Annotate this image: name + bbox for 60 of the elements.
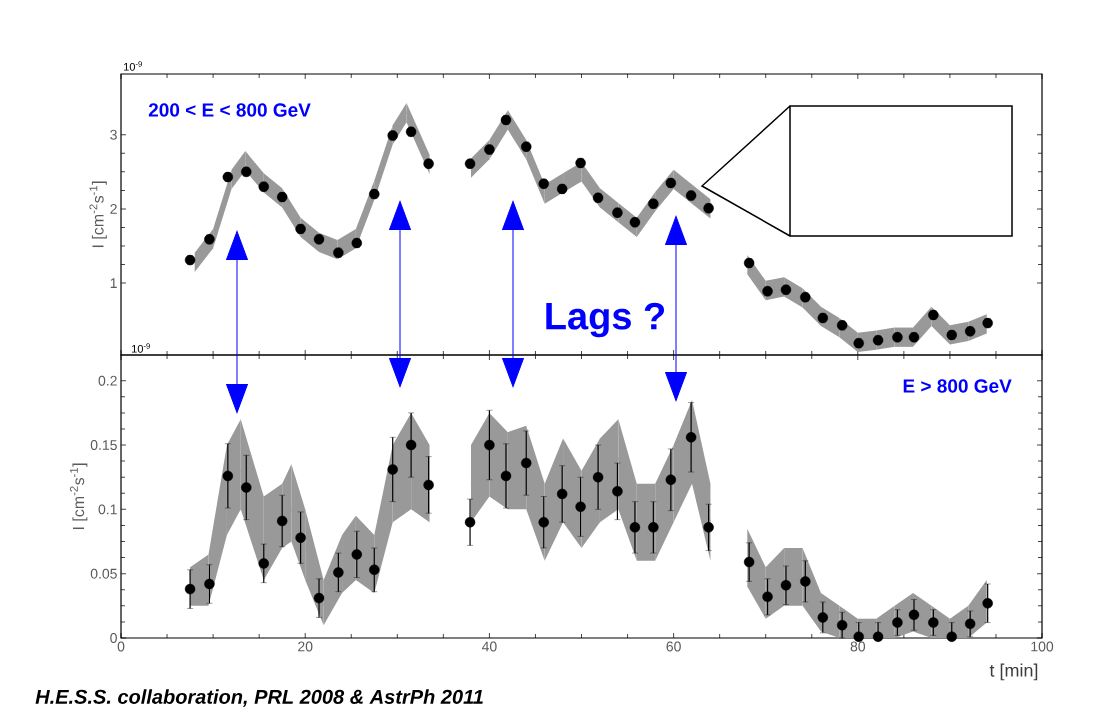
point [817,612,829,623]
point [743,556,755,568]
annotation: E > 800 GeV [903,379,1012,393]
point [612,486,623,497]
point [423,479,434,491]
x-tick-label: 100 [1031,641,1054,652]
y-tick-label: 3 [110,129,117,140]
text: H.E.S.S. collaboration, PRL 2008 & AstrPh 2011 [35,689,483,707]
point [556,488,568,500]
point [464,517,476,528]
y-tick-label: 0.2 [98,375,117,386]
point [184,583,196,595]
y-axis-title: I [cm$^{-2}$s$^{-1}$] [89,181,107,248]
y-tick-label: 0.1 [98,504,117,515]
annotation: 10$^{-9}$ [132,343,150,353]
point [892,617,903,628]
point [685,432,697,443]
y-tick-label: 1 [110,278,117,288]
point [204,578,215,590]
point [928,617,939,628]
y-tick-label: 0 [110,633,117,643]
point [648,522,659,533]
point [592,472,604,483]
x-axis-title: t [min] [989,663,1038,681]
point [982,598,993,609]
x-tick-label: 80 [850,641,866,652]
text: 10$^{-9}$ [124,61,142,71]
y-tick-label: 0.15 [90,440,117,450]
y-tick-label: 2 [110,204,117,214]
x-tick-label: 0 [117,641,125,652]
point [241,482,252,493]
point [964,618,976,630]
annotation: Lags ? [546,302,665,338]
y-tick-label: 0.05 [90,568,117,579]
x-tick-label: 20 [298,641,313,652]
point [313,592,325,604]
point [295,532,306,543]
x-tick-label: 60 [666,641,681,652]
point [538,517,549,528]
point [258,558,269,569]
point [853,631,864,642]
point [872,631,884,642]
point [575,501,586,512]
point [780,580,792,591]
point [908,609,920,621]
y-axis-title: I [cm$^{-2}$s$^{-1}$] [69,463,88,530]
point [333,567,344,578]
point [222,470,234,482]
point [629,522,641,533]
point [665,474,677,485]
point [369,564,380,576]
point [276,515,288,527]
x-tick-label: 40 [481,641,497,652]
point [351,549,362,560]
annotation: 200 < E < 800 GeV [148,103,311,117]
point [836,619,848,631]
point [703,522,714,533]
point [800,576,811,587]
point [762,591,773,603]
point [946,631,957,642]
